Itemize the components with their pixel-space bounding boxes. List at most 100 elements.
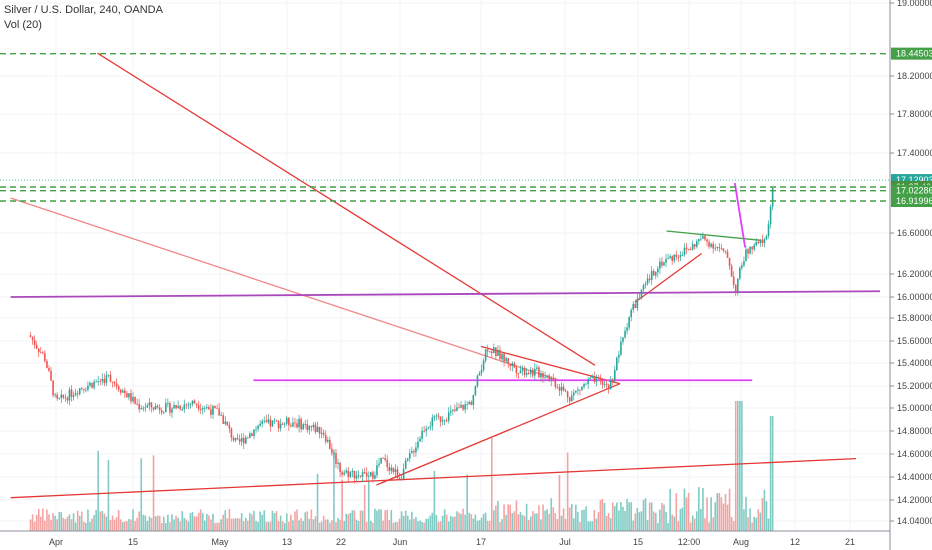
candle-body [140, 408, 143, 410]
candle-body [331, 448, 333, 454]
candle-body [513, 363, 516, 368]
price-tick-label: 15.80000 [897, 313, 932, 323]
time-tick-label: 12 [790, 537, 800, 547]
volume-bar [599, 500, 602, 531]
volume-bar [85, 522, 87, 531]
symbol-title[interactable]: Silver / U.S. Dollar, 240, OANDA [4, 4, 163, 16]
volume-bar [765, 501, 768, 531]
candle-body [378, 463, 380, 466]
volume-bar [466, 474, 468, 531]
candle-body [529, 369, 532, 374]
candle-body [175, 405, 177, 409]
candle-body [236, 437, 239, 440]
volume-bar [197, 512, 200, 531]
candle-body [29, 335, 32, 337]
horizontal-levels[interactable] [0, 52, 890, 202]
price-tick-label: 16.00000 [897, 292, 932, 302]
volume-bar [222, 514, 225, 531]
candle-body [271, 420, 274, 427]
trendline[interactable] [634, 252, 702, 303]
candle-body [42, 352, 44, 354]
volume-bar [667, 522, 669, 531]
volume-bar [521, 514, 524, 531]
volume-bar [683, 488, 686, 531]
volume-bar [728, 488, 731, 531]
volume-bar [755, 517, 758, 531]
volume-bar [695, 511, 698, 531]
candle-body [404, 460, 407, 469]
candle-body [673, 254, 676, 261]
candle-body [646, 278, 649, 284]
candle-body [167, 403, 169, 404]
trendline[interactable] [733, 182, 747, 248]
volume-bar [70, 519, 73, 531]
volume-bar [234, 518, 237, 531]
volume-bar [743, 509, 745, 531]
volume-bar [208, 515, 210, 531]
volume-bar [724, 493, 727, 531]
candle-body [679, 255, 682, 258]
price-tick-label: 14.40000 [897, 472, 932, 482]
candle-body [712, 243, 714, 249]
volume-bar [107, 459, 110, 531]
volume-bar [486, 520, 489, 531]
candle-body [191, 400, 194, 405]
volume-indicator-label[interactable]: Vol (20) [4, 19, 42, 31]
candle-body [80, 388, 83, 390]
candle-body [290, 425, 292, 427]
candle-body [698, 239, 700, 242]
volume-bar [449, 516, 452, 531]
candle-body [605, 383, 608, 385]
volume-bar [372, 522, 374, 531]
volume-bar [80, 511, 83, 531]
volume-bar [146, 520, 149, 531]
candle-body [458, 407, 460, 409]
candle-body [751, 246, 753, 250]
volume-bar [550, 498, 553, 531]
volume-bar [558, 474, 561, 531]
time-tick-label: 15 [128, 537, 138, 547]
candle-body [128, 393, 130, 398]
candle-body [575, 390, 577, 393]
candle-body [242, 437, 245, 444]
candle-body [347, 470, 350, 477]
volume-bar [398, 518, 401, 531]
candle-body [689, 249, 692, 251]
trendline[interactable] [376, 383, 621, 486]
trendline[interactable] [10, 457, 857, 499]
volume-bar [454, 516, 456, 531]
candle-body [275, 420, 278, 422]
candle-body [441, 420, 444, 422]
volume-bar [687, 492, 690, 531]
candle-body [519, 370, 522, 374]
volume-bar [285, 513, 288, 531]
candle-body [449, 410, 452, 413]
candle-body [745, 249, 747, 262]
candle-body [452, 409, 454, 411]
volume-bar [240, 513, 243, 531]
volume-bar [624, 510, 626, 531]
candle-body [474, 386, 477, 395]
trendline[interactable] [10, 290, 881, 298]
volume-bar [702, 488, 704, 531]
candle-body [212, 406, 214, 415]
volume-bar [267, 522, 270, 531]
trendline[interactable] [10, 197, 560, 381]
candle-body [189, 404, 192, 405]
volume-bar [322, 515, 325, 531]
candle-body [447, 412, 450, 421]
trendline[interactable] [666, 230, 760, 241]
volume-bar [708, 522, 710, 531]
volume-bar [318, 522, 321, 531]
drawn-trendlines[interactable] [10, 52, 881, 499]
volume-bar [657, 522, 659, 531]
volume-bar [320, 521, 323, 531]
trendline[interactable] [97, 52, 596, 366]
candle-body [591, 376, 594, 378]
volume-bar [138, 511, 140, 531]
time-tick-label: Jun [393, 537, 408, 547]
candle-body [597, 377, 600, 379]
candle-body [298, 418, 300, 428]
volume-bar [97, 450, 99, 531]
